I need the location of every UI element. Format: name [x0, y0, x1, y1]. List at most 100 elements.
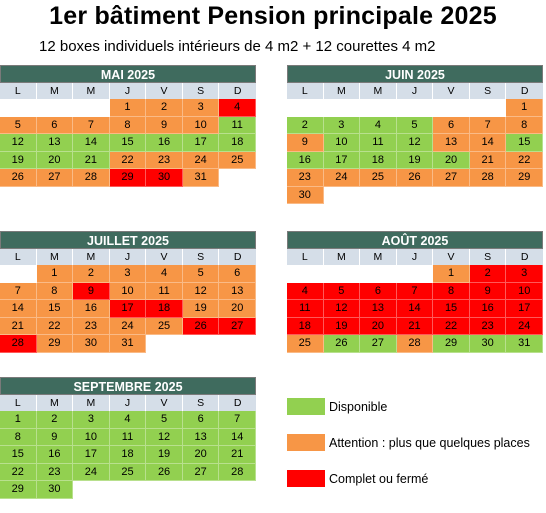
day-cell: 29	[433, 335, 470, 353]
empty-cell	[396, 265, 434, 283]
day-cell: 27	[182, 463, 220, 481]
weekday-label: J	[110, 83, 147, 99]
empty-cell	[219, 335, 256, 353]
weekday-label: M	[324, 249, 361, 265]
day-cell: 12	[182, 282, 220, 300]
day-cell: 25	[219, 151, 256, 169]
legend-swatch-red	[287, 470, 325, 487]
empty-cell	[73, 99, 110, 117]
legend-attention: Attention : plus que quelques places	[287, 434, 530, 451]
day-cell: 4	[146, 265, 183, 283]
day-cell: 3	[506, 265, 543, 283]
day-cell: 26	[0, 169, 37, 187]
empty-cell	[323, 186, 361, 204]
weekday-label: S	[470, 249, 507, 265]
empty-cell	[396, 186, 434, 204]
day-cell: 30	[36, 481, 74, 499]
day-cell: 1	[36, 265, 74, 283]
empty-cell	[182, 335, 220, 353]
day-cell: 27	[433, 169, 470, 187]
weekday-label: V	[146, 395, 183, 411]
day-grid: 1 2 3 4 5 6 7 8 9 10 11 12 13 14 15 16 17 18 19 20 21 22 23 24 2…	[0, 411, 256, 499]
day-cell: 25	[360, 169, 397, 187]
day-cell: 3	[182, 99, 220, 117]
day-cell: 1	[109, 99, 147, 117]
day-cell: 12	[146, 428, 183, 446]
day-cell: 16	[146, 134, 183, 152]
day-cell: 19	[0, 151, 37, 169]
empty-cell	[433, 186, 470, 204]
day-cell: 16	[469, 300, 507, 318]
empty-cell	[219, 481, 256, 499]
day-cell: 31	[506, 335, 543, 353]
day-cell: 16	[73, 300, 110, 318]
day-cell: 25	[109, 463, 147, 481]
day-cell: 15	[506, 134, 543, 152]
empty-cell	[287, 99, 324, 117]
day-cell: 13	[182, 428, 220, 446]
day-cell: 16	[36, 446, 74, 464]
day-cell: 10	[506, 282, 543, 300]
day-cell: 2	[73, 265, 110, 283]
day-cell: 9	[73, 282, 110, 300]
day-cell: 4	[360, 116, 397, 134]
weekday-label: M	[73, 83, 110, 99]
day-cell: 5	[146, 411, 183, 429]
month-title: SEPTEMBRE 2025	[0, 377, 256, 395]
day-cell: 24	[506, 317, 543, 335]
day-cell: 18	[360, 151, 397, 169]
day-cell: 12	[396, 134, 434, 152]
day-cell: 28	[469, 169, 507, 187]
weekday-label: M	[73, 395, 110, 411]
day-cell: 6	[36, 116, 74, 134]
weekday-label: M	[37, 83, 74, 99]
day-cell: 21	[396, 317, 434, 335]
page-subtitle: 12 boxes individuels intérieurs de 4 m2 …	[39, 38, 436, 55]
day-cell: 22	[109, 151, 147, 169]
day-cell: 28	[73, 169, 110, 187]
day-cell: 11	[109, 428, 147, 446]
legend-label: Attention : plus que quelques places	[329, 435, 530, 450]
day-cell: 1	[433, 265, 470, 283]
day-cell: 23	[73, 317, 110, 335]
weekday-label: D	[233, 251, 242, 263]
day-cell: 7	[219, 411, 256, 429]
day-cell: 26	[323, 335, 361, 353]
day-cell: 26	[146, 463, 183, 481]
day-cell: 21	[219, 446, 256, 464]
day-cell: 13	[36, 134, 74, 152]
day-cell: 8	[109, 116, 147, 134]
day-cell: 26	[396, 169, 434, 187]
weekday-label: D	[233, 85, 242, 97]
day-cell: 11	[146, 282, 183, 300]
day-cell: 28	[219, 463, 256, 481]
day-cell: 27	[219, 317, 256, 335]
legend-full: Complet ou fermé	[287, 470, 428, 487]
day-cell: 13	[219, 282, 256, 300]
empty-cell	[0, 99, 37, 117]
weekday-label: V	[433, 83, 470, 99]
day-cell: 19	[323, 317, 361, 335]
day-cell: 18	[219, 134, 256, 152]
day-cell: 18	[109, 446, 147, 464]
weekday-label: L	[0, 249, 37, 265]
weekday-label: L	[0, 83, 37, 99]
day-cell: 10	[182, 116, 220, 134]
day-cell: 9	[146, 116, 183, 134]
day-cell: 25	[146, 317, 183, 335]
empty-cell	[0, 265, 37, 283]
empty-cell	[323, 265, 361, 283]
day-cell: 3	[323, 116, 361, 134]
day-cell: 31	[109, 335, 147, 353]
day-cell: 20	[360, 317, 397, 335]
day-cell: 4	[287, 282, 324, 300]
day-cell: 1	[0, 411, 37, 429]
day-cell: 21	[469, 151, 507, 169]
empty-cell	[36, 99, 74, 117]
day-cell: 12	[0, 134, 37, 152]
day-cell: 14	[469, 134, 507, 152]
day-cell: 27	[360, 335, 397, 353]
